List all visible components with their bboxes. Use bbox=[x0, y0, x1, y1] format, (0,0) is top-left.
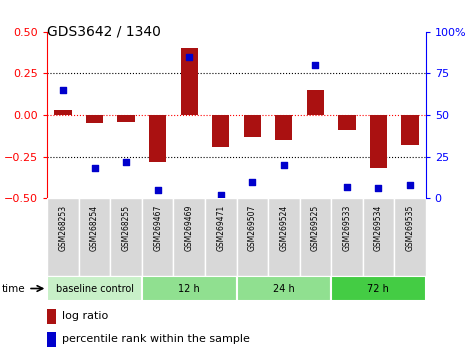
Bar bbox=[117, 115, 135, 122]
Bar bbox=[86, 115, 103, 124]
Bar bbox=[363, 198, 394, 276]
Bar bbox=[401, 115, 419, 145]
Point bbox=[123, 159, 130, 165]
Text: GSM269525: GSM269525 bbox=[311, 205, 320, 251]
Bar bbox=[142, 198, 174, 276]
Text: GDS3642 / 1340: GDS3642 / 1340 bbox=[47, 25, 161, 39]
Bar bbox=[181, 48, 198, 115]
Bar bbox=[47, 332, 56, 347]
Text: GSM269467: GSM269467 bbox=[153, 205, 162, 251]
Bar bbox=[236, 276, 331, 301]
Text: baseline control: baseline control bbox=[56, 284, 133, 293]
Point bbox=[406, 182, 414, 188]
Bar bbox=[47, 198, 79, 276]
Bar bbox=[236, 198, 268, 276]
Bar bbox=[275, 115, 292, 140]
Bar bbox=[149, 115, 166, 162]
Text: 72 h: 72 h bbox=[368, 284, 389, 293]
Text: percentile rank within the sample: percentile rank within the sample bbox=[61, 335, 250, 344]
Point bbox=[217, 192, 225, 198]
Bar bbox=[110, 198, 142, 276]
Point bbox=[185, 54, 193, 59]
Bar bbox=[142, 276, 236, 301]
Text: GSM269507: GSM269507 bbox=[248, 205, 257, 251]
Bar bbox=[299, 198, 331, 276]
Bar bbox=[79, 198, 110, 276]
Text: time: time bbox=[1, 284, 25, 293]
Bar bbox=[307, 90, 324, 115]
Bar bbox=[244, 115, 261, 137]
Point bbox=[248, 179, 256, 184]
Bar bbox=[54, 110, 72, 115]
Point bbox=[280, 162, 288, 168]
Point bbox=[91, 165, 98, 171]
Bar bbox=[212, 115, 229, 147]
Point bbox=[343, 184, 350, 189]
Bar bbox=[205, 198, 236, 276]
Point bbox=[312, 62, 319, 68]
Text: log ratio: log ratio bbox=[61, 312, 108, 321]
Text: GSM268255: GSM268255 bbox=[122, 205, 131, 251]
Text: GSM269469: GSM269469 bbox=[184, 205, 194, 251]
Text: GSM268253: GSM268253 bbox=[59, 205, 68, 251]
Text: GSM268254: GSM268254 bbox=[90, 205, 99, 251]
Text: GSM269534: GSM269534 bbox=[374, 205, 383, 251]
Bar bbox=[394, 198, 426, 276]
Text: GSM269524: GSM269524 bbox=[279, 205, 289, 251]
Point bbox=[375, 185, 382, 191]
Bar bbox=[331, 276, 426, 301]
Bar bbox=[47, 276, 142, 301]
Point bbox=[59, 87, 67, 93]
Point bbox=[154, 187, 161, 193]
Text: 12 h: 12 h bbox=[178, 284, 200, 293]
Bar bbox=[47, 309, 56, 324]
Text: GSM269533: GSM269533 bbox=[342, 205, 351, 251]
Bar bbox=[331, 198, 363, 276]
Text: GSM269535: GSM269535 bbox=[405, 205, 414, 251]
Bar bbox=[370, 115, 387, 168]
Text: GSM269471: GSM269471 bbox=[216, 205, 225, 251]
Text: 24 h: 24 h bbox=[273, 284, 295, 293]
Bar bbox=[268, 198, 299, 276]
Bar bbox=[174, 198, 205, 276]
Bar bbox=[338, 115, 356, 130]
